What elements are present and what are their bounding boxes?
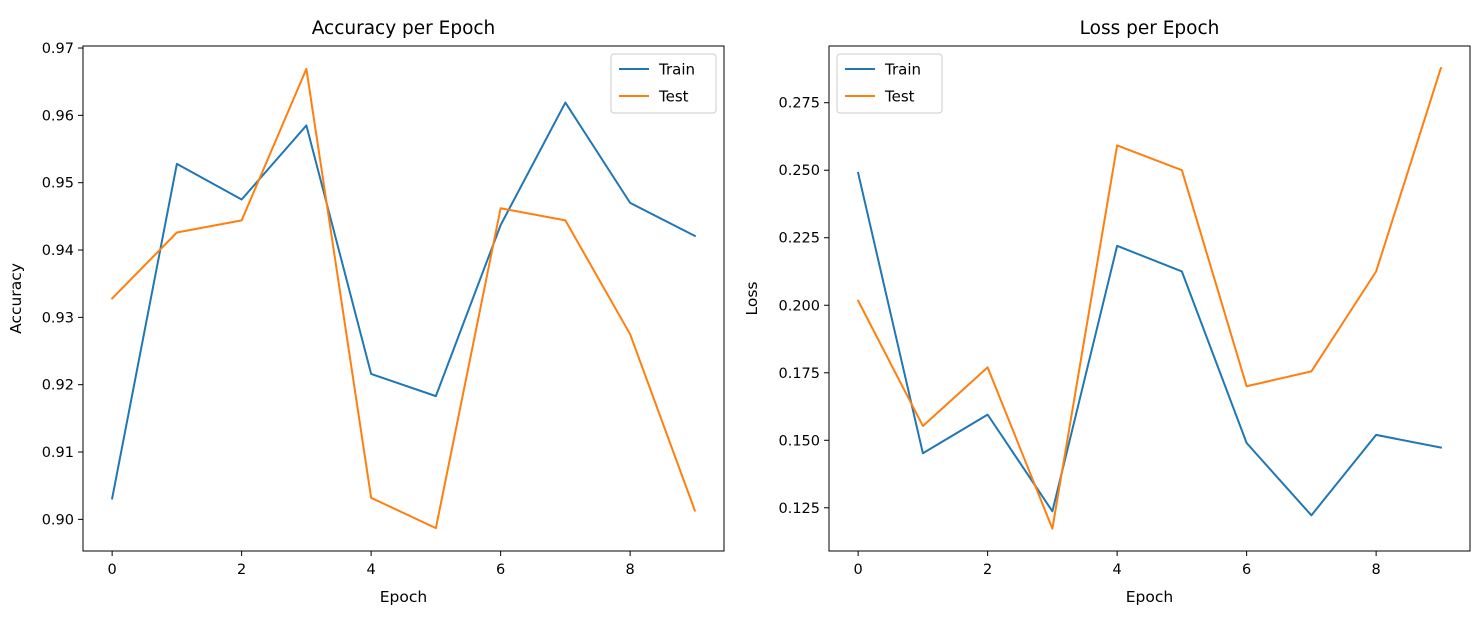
chart-title: Accuracy per Epoch — [312, 18, 496, 39]
series-line-train — [110, 101, 697, 500]
series-line-test — [856, 66, 1443, 530]
x-tick-label: 2 — [983, 562, 992, 578]
y-tick-label: 0.225 — [778, 231, 820, 247]
x-tick-label: 0 — [108, 562, 117, 578]
x-axis-label: Epoch — [1126, 588, 1173, 606]
y-tick-label: 0.94 — [42, 243, 74, 259]
series-line-test — [110, 67, 697, 530]
y-tick-label: 0.250 — [778, 163, 820, 179]
plot-frame — [828, 45, 1471, 552]
legend: Train Test — [610, 53, 717, 114]
y-tick-label: 0.175 — [778, 366, 820, 382]
y-tick-label: 0.275 — [778, 96, 820, 112]
x-tick-label: 4 — [367, 562, 376, 578]
y-tick-label: 0.91 — [42, 445, 74, 461]
accuracy-chart: Accuracy per Epoch Epoch Accuracy 0 2 4 6 8 0.90… — [7, 18, 725, 606]
x-tick-label: 8 — [1371, 562, 1380, 578]
y-tick-label: 0.92 — [42, 378, 74, 394]
loss-chart: Loss per Epoch Epoch Loss 0 2 4 6 8 0.125 0.150 0.… — [743, 18, 1471, 606]
x-tick-label: 6 — [1242, 562, 1251, 578]
x-tick-label: 4 — [1113, 562, 1122, 578]
y-tick-label: 0.150 — [778, 433, 820, 449]
legend: Train Test — [836, 53, 943, 114]
y-tick-label: 0.97 — [42, 41, 74, 57]
legend-label: Train — [658, 61, 695, 79]
x-tick-label: 2 — [237, 562, 246, 578]
legend-label: Test — [884, 88, 915, 106]
x-axis-label: Epoch — [380, 588, 427, 606]
y-axis-label: Loss — [743, 282, 761, 316]
y-tick-label: 0.95 — [42, 176, 74, 192]
y-tick-label: 0.125 — [778, 501, 820, 517]
y-tick-label: 0.93 — [42, 310, 74, 326]
y-tick-label: 0.96 — [42, 108, 74, 124]
plot-frame — [82, 45, 725, 552]
x-tick-label: 6 — [496, 562, 505, 578]
x-tick-label: 8 — [625, 562, 634, 578]
x-tick-label: 0 — [854, 562, 863, 578]
legend-label: Train — [884, 61, 921, 79]
y-tick-label: 0.90 — [42, 512, 74, 528]
legend-label: Test — [658, 88, 689, 106]
chart-title: Loss per Epoch — [1080, 18, 1220, 39]
series-line-train — [856, 171, 1443, 517]
y-axis-label: Accuracy — [7, 263, 25, 334]
y-tick-label: 0.200 — [778, 298, 820, 314]
